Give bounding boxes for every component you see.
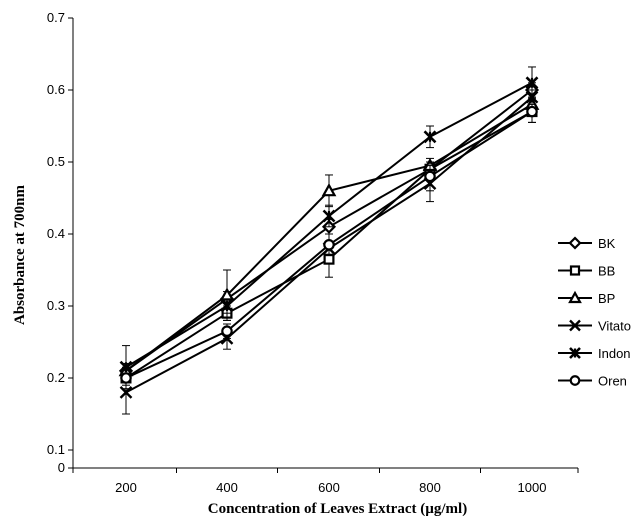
x-stroke	[569, 319, 581, 332]
data-point	[424, 170, 436, 183]
y-axis-title: Absorbance at 700nm	[12, 185, 28, 326]
y-tick-label: 0.5	[47, 154, 65, 169]
x-tick-label: 800	[419, 480, 441, 495]
data-point	[525, 76, 539, 90]
y-tick-label: 0.4	[47, 226, 65, 241]
data-point	[321, 183, 337, 197]
legend-marker	[568, 290, 582, 304]
legend-label: Vitato	[598, 319, 631, 334]
legend-marker	[569, 319, 581, 332]
legend-item-vitato: Vitato	[558, 319, 631, 334]
axes: 0 0.1 0.2 0.3 0.4 0.5 0.6 0.7 200 400 600 800 1000	[47, 10, 579, 495]
data-point	[423, 130, 437, 144]
legend-item-indon: Indon	[558, 346, 631, 361]
y-tick-label: 0.1	[47, 442, 65, 457]
x-axis-title: Concentration of Leaves Extract (µg/ml)	[208, 501, 467, 517]
x-tick-label: 400	[216, 480, 238, 495]
legend-label: BP	[598, 291, 615, 306]
legend-item-bk: BK	[558, 236, 616, 251]
legend-marker	[568, 236, 582, 250]
y-tick-label: 0.2	[47, 370, 65, 385]
legend-item-oren: Oren	[558, 374, 627, 389]
y-tick-label: 0.3	[47, 298, 65, 313]
legend: BK BB BP Vitato Indon Oren	[558, 236, 631, 389]
series-oren	[120, 100, 538, 390]
data-point	[120, 372, 132, 384]
data-point	[221, 325, 233, 337]
legend-item-bp: BP	[558, 290, 615, 306]
x-tick-label: 600	[318, 480, 340, 495]
series-layer	[118, 66, 540, 415]
legend-item-bb: BB	[558, 264, 615, 279]
legend-marker	[569, 347, 581, 359]
legend-marker	[569, 265, 581, 276]
legend-label: Indon	[598, 346, 631, 361]
legend-label: BB	[598, 264, 615, 279]
x-tick-label: 200	[115, 480, 137, 495]
y-tick-label: 0	[58, 460, 65, 475]
legend-label: BK	[598, 236, 616, 251]
data-point	[323, 253, 335, 265]
y-tick-label: 0.6	[47, 82, 65, 97]
data-point	[323, 239, 335, 251]
x-tick-label: 1000	[518, 480, 547, 495]
y-tick-label: 0.7	[47, 10, 65, 25]
data-point	[220, 299, 234, 313]
data-point	[526, 105, 538, 118]
data-point	[322, 209, 336, 223]
legend-label: Oren	[598, 374, 627, 389]
legend-marker	[569, 375, 581, 386]
